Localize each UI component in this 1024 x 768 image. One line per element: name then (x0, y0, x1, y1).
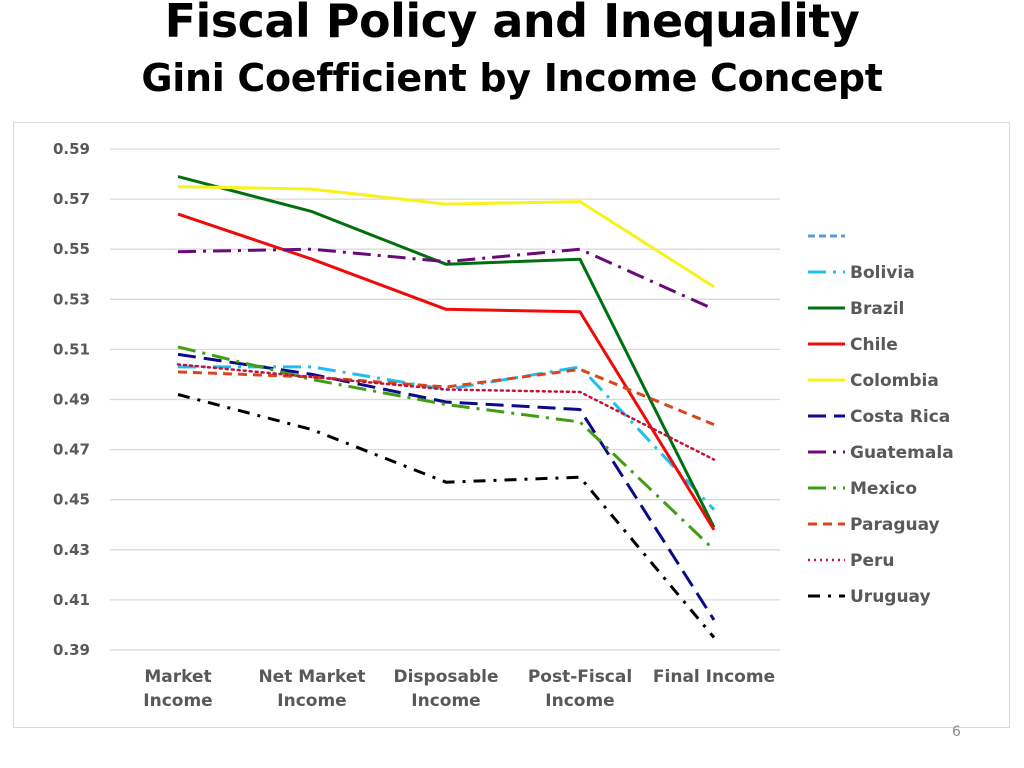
x-tick-label: Post-Fiscal Income (528, 667, 632, 711)
slide-title: Fiscal Policy and Inequality (164, 0, 860, 48)
series-line-costa-rica (177, 352, 716, 621)
legend-label: Chile (850, 335, 898, 355)
y-tick-label: 0.43 (53, 541, 90, 559)
x-tick-label: Market Income (143, 667, 212, 711)
legend: Bolivia Brazil Chile Colombia Costa Rica Guat… (808, 234, 954, 607)
page-number: 6 (952, 724, 961, 740)
series-line-brazil (177, 175, 716, 528)
y-tick-label: 0.53 (53, 290, 90, 308)
chart-subtitle: Gini Coefficient by Income Concept (141, 56, 883, 100)
series-line-bolivia (178, 365, 716, 511)
y-tick-label: 0.51 (53, 340, 90, 358)
series-line-uruguay (177, 393, 716, 639)
x-tick-label: Net Market Income (258, 667, 365, 711)
y-tick-label: 0.49 (53, 391, 90, 409)
series-line-peru (176, 363, 716, 461)
legend-label: Uruguay (850, 587, 931, 607)
legend-label: Paraguay (850, 515, 940, 535)
legend-label: Costa Rica (850, 407, 950, 427)
x-axis-ticks: Market Income Net Market Income Disposable In… (143, 667, 775, 711)
legend-label: Guatemala (850, 443, 954, 463)
y-tick-label: 0.47 (53, 441, 90, 459)
y-tick-label: 0.39 (53, 641, 90, 659)
series-line-chile (177, 212, 716, 531)
legend-label: Mexico (850, 479, 917, 499)
legend-label: Colombia (850, 371, 939, 391)
y-tick-label: 0.45 (53, 491, 90, 509)
legend-label: Peru (850, 551, 894, 571)
gridlines (110, 148, 780, 651)
y-tick-label: 0.41 (53, 591, 90, 609)
x-tick-label: Disposable Income (393, 667, 498, 711)
series-line-paraguay (177, 367, 715, 426)
chart-frame (13, 122, 1010, 728)
series-line-guatemala (177, 247, 715, 311)
y-tick-label: 0.57 (53, 190, 90, 208)
x-tick-label: Final Income (653, 667, 775, 687)
y-tick-label: 0.59 (53, 140, 90, 158)
series-line-colombia (177, 185, 715, 289)
legend-label: Bolivia (850, 263, 915, 283)
legend-label: Brazil (850, 299, 904, 319)
series-lines (176, 175, 716, 639)
series-line-mexico (177, 345, 716, 551)
y-axis-ticks: 0.59 0.57 0.55 0.53 0.51 0.49 0.47 0.45 0.43 0.41… (53, 140, 90, 659)
y-tick-label: 0.55 (53, 240, 90, 258)
